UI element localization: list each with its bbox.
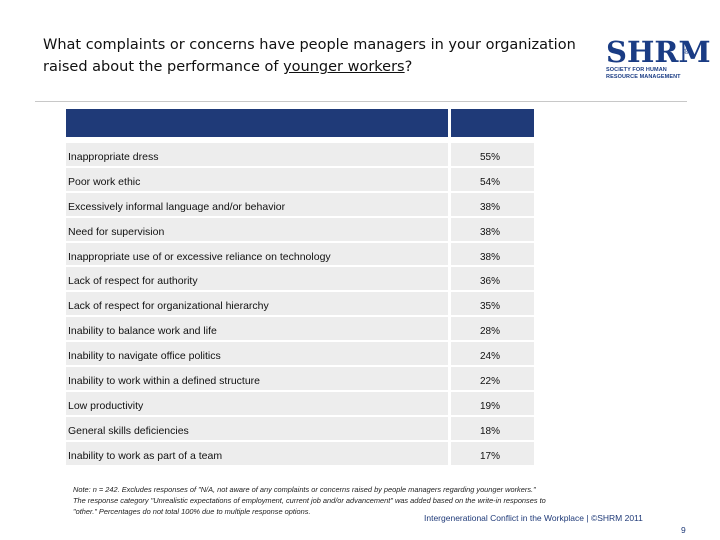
slide-title: What complaints or concerns have people …	[43, 34, 603, 78]
row-label: Lack of respect for organizational hiera…	[66, 292, 448, 316]
row-label: Low productivity	[66, 391, 448, 415]
row-value: 36%	[451, 267, 534, 291]
logo-subtitle-2: RESOURCE MANAGEMENT	[606, 73, 681, 80]
logo-wordmark: SHRM	[606, 35, 711, 69]
table-row: Low productivity 19%	[66, 391, 534, 415]
row-label: Inability to work within a defined struc…	[66, 367, 448, 390]
row-value: 22%	[451, 367, 534, 390]
row-label: General skills deficiencies	[66, 416, 448, 440]
footnote-line-1: Note: n = 242. Excludes responses of "N/…	[73, 485, 536, 494]
table-row: Need for supervision 38%	[66, 217, 534, 241]
row-label: Need for supervision	[66, 217, 448, 241]
table-row: Inability to work as part of a team 17%	[66, 441, 534, 465]
table-row: Inability to balance work and life 28%	[66, 317, 534, 341]
row-label: Poor work ethic	[66, 167, 448, 191]
table-row: Poor work ethic 54%	[66, 167, 534, 191]
row-value: 38%	[451, 192, 534, 216]
shrm-logo: SHRM ® SOCIETY FOR HUMAN RESOURCE MANAGEM…	[606, 37, 711, 87]
row-value: 19%	[451, 391, 534, 415]
row-value: 24%	[451, 342, 534, 366]
footnote: Note: n = 242. Excludes responses of "N/…	[73, 484, 673, 517]
footnote-line-2: The response category "Unrealistic expec…	[73, 496, 546, 505]
row-value: 38%	[451, 242, 534, 266]
table-row: Inappropriate dress 55%	[66, 143, 534, 166]
row-value: 38%	[451, 217, 534, 241]
results-table: Inappropriate dress 55% Poor work ethic 54%…	[66, 143, 534, 467]
page-number: 9	[681, 525, 686, 535]
row-label: Inability to navigate office politics	[66, 342, 448, 366]
table-row: Lack of respect for organizational hiera…	[66, 292, 534, 316]
title-end: ?	[404, 59, 413, 75]
row-value: 28%	[451, 317, 534, 341]
title-divider	[35, 101, 687, 102]
logo-registered-mark: ®	[683, 48, 690, 56]
row-label: Inability to balance work and life	[66, 317, 448, 341]
table-row: Inability to work within a defined struc…	[66, 367, 534, 390]
title-text: What complaints or concerns have people …	[43, 37, 576, 75]
row-label: Inappropriate dress	[66, 143, 448, 166]
row-label: Inability to work as part of a team	[66, 441, 448, 465]
row-label: Excessively informal language and/or beh…	[66, 192, 448, 216]
row-value: 55%	[451, 143, 534, 166]
row-value: 17%	[451, 441, 534, 465]
footer-text: Intergenerational Conflict in the Workpl…	[424, 513, 643, 523]
table-row: Inappropriate use of or excessive relian…	[66, 242, 534, 266]
row-value: 54%	[451, 167, 534, 191]
table-header	[66, 109, 534, 137]
row-label: Inappropriate use of or excessive relian…	[66, 242, 448, 266]
logo-mark: SHRM ®	[606, 37, 711, 67]
table-header-label-cell	[66, 109, 448, 137]
row-value: 35%	[451, 292, 534, 316]
logo-subtitle-1: SOCIETY FOR HUMAN	[606, 67, 667, 73]
footnote-line-3: "other." Percentages do not total 100% d…	[73, 507, 311, 516]
table-row: General skills deficiencies 18%	[66, 416, 534, 440]
row-value: 18%	[451, 416, 534, 440]
table-row: Excessively informal language and/or beh…	[66, 192, 534, 216]
title-underlined-text: younger workers	[283, 59, 405, 75]
table-row: Inability to navigate office politics 24%	[66, 342, 534, 366]
row-label: Lack of respect for authority	[66, 267, 448, 291]
table-row: Lack of respect for authority 36%	[66, 267, 534, 291]
table-header-value-cell	[451, 109, 534, 137]
